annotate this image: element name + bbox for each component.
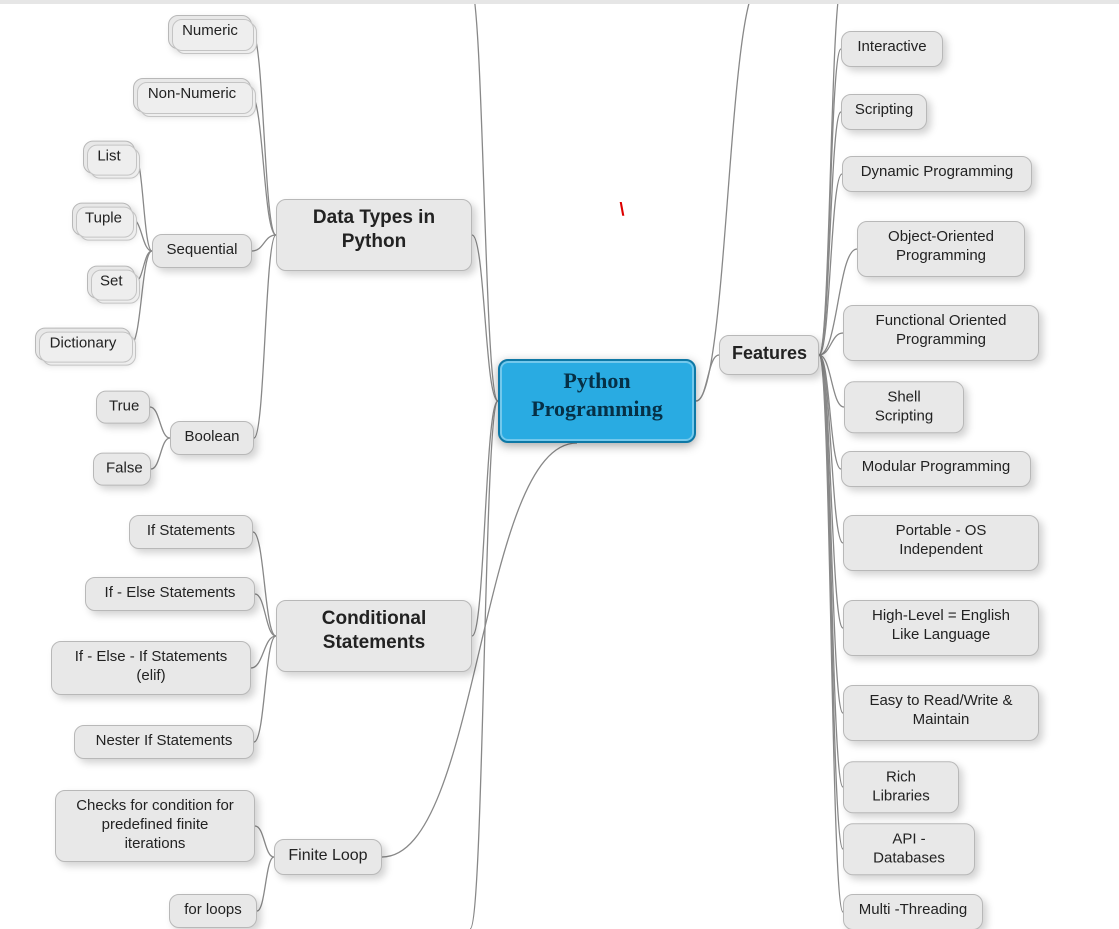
node-feat-scripting[interactable]: Scripting	[841, 94, 927, 130]
node-feat-easy[interactable]: Easy to Read/Write & Maintain	[843, 685, 1039, 741]
node-cond-nested[interactable]: Nester If Statements	[74, 725, 254, 759]
node-bool-false[interactable]: False	[93, 453, 151, 486]
node-feat-interactive[interactable]: Interactive	[841, 31, 943, 67]
node-feat-modular[interactable]: Modular Programming	[841, 451, 1031, 487]
node-feat-thread[interactable]: Multi -Threading	[843, 894, 983, 929]
node-dt-nonnum[interactable]: Non-Numeric	[133, 78, 251, 112]
node-seq-dict[interactable]: Dictionary	[35, 328, 131, 361]
node-cond[interactable]: Conditional Statements	[276, 600, 472, 672]
node-bool-true[interactable]: True	[96, 391, 150, 424]
node-feat-func[interactable]: Functional Oriented Programming	[843, 305, 1039, 361]
node-dt-numeric[interactable]: Numeric	[168, 15, 252, 49]
node-root[interactable]: Python Programming	[498, 359, 696, 443]
node-dt-bool[interactable]: Boolean	[170, 421, 254, 455]
node-feat-dynprog[interactable]: Dynamic Programming	[842, 156, 1032, 192]
node-dt-seq[interactable]: Sequential	[152, 234, 252, 268]
node-feat-portable[interactable]: Portable - OS Independent	[843, 515, 1039, 571]
node-feat-shell[interactable]: Shell Scripting	[844, 381, 964, 433]
node-feat-highlevel[interactable]: High-Level = English Like Language	[843, 600, 1039, 656]
node-features[interactable]: Features	[719, 335, 819, 375]
node-seq-tuple[interactable]: Tuple	[72, 203, 132, 236]
mindmap-canvas: \ Python Programming Features Data Types i…	[0, 0, 1119, 929]
node-fin-checks[interactable]: Checks for condition for predefined fini…	[55, 790, 255, 862]
node-cond-ifelse[interactable]: If - Else Statements	[85, 577, 255, 611]
node-fin-for[interactable]: for loops	[169, 894, 257, 928]
node-finite[interactable]: Finite Loop	[274, 839, 382, 875]
node-seq-set[interactable]: Set	[87, 266, 135, 299]
stray-mark: \	[619, 200, 624, 221]
node-feat-oop[interactable]: Object-Oriented Programming	[857, 221, 1025, 277]
node-cond-if[interactable]: If Statements	[129, 515, 253, 549]
node-datatypes[interactable]: Data Types in Python	[276, 199, 472, 271]
node-cond-elif[interactable]: If - Else - If Statements (elif)	[51, 641, 251, 695]
node-feat-api[interactable]: API - Databases	[843, 823, 975, 875]
node-feat-rich[interactable]: Rich Libraries	[843, 761, 959, 813]
node-seq-list[interactable]: List	[83, 141, 135, 174]
